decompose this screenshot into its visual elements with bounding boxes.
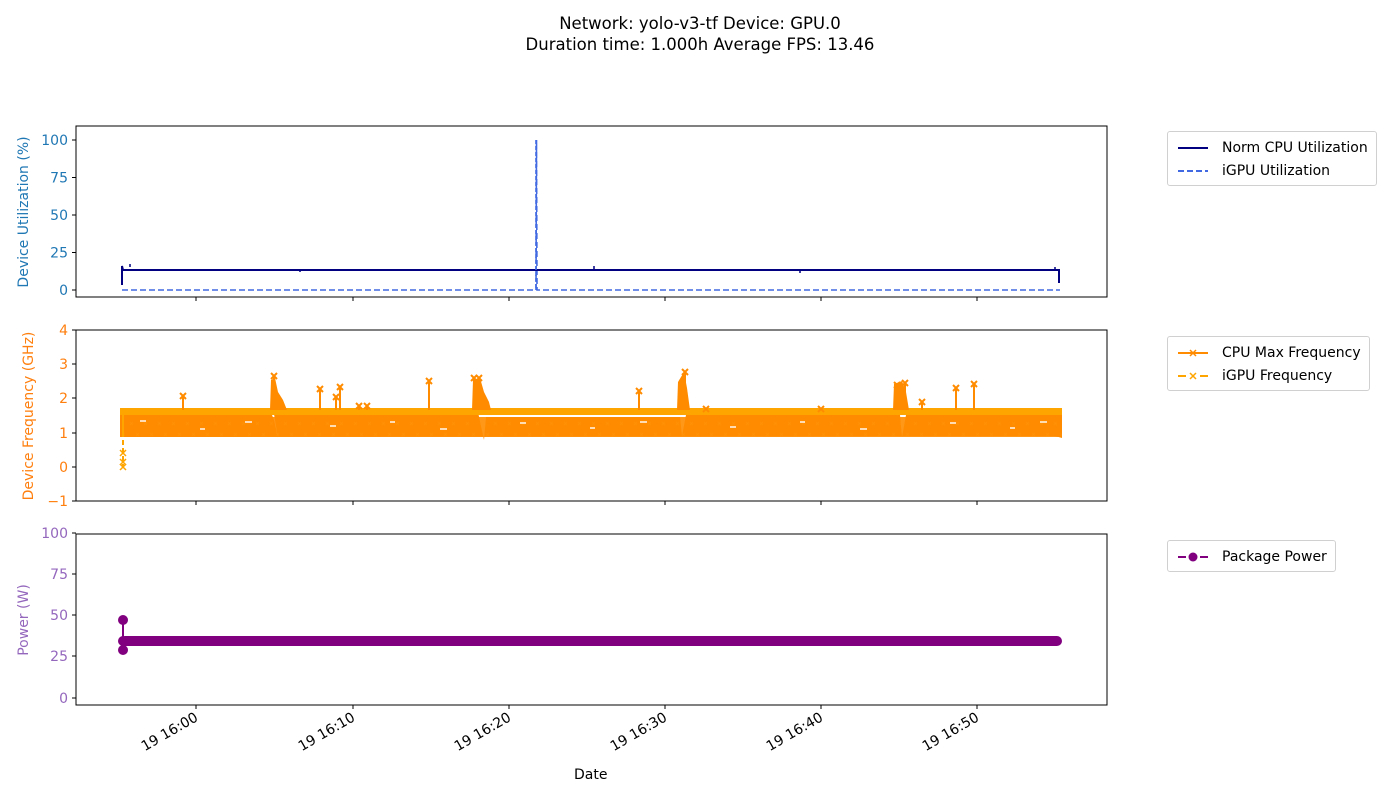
line-x-marker-icon (1178, 348, 1208, 357)
legend-label: Package Power (1222, 548, 1327, 565)
dashed-x-marker-icon (1178, 371, 1208, 380)
legend-power: Package Power (1167, 540, 1336, 572)
legend-label: Norm CPU Utilization (1222, 139, 1368, 156)
solid-line-icon (1178, 146, 1208, 149)
dashed-circle-marker-icon (1178, 552, 1208, 561)
legend-item-cpu-freq: CPU Max Frequency (1176, 341, 1361, 364)
ytick-freq-2: 2 (59, 391, 68, 407)
frequency-axes: −1 0 1 2 3 4 Device Frequency (GHz) (21, 323, 1108, 510)
utilization-axes: 0 25 50 75 100 Device Utilization (%) (16, 125, 1108, 301)
freq-ylabel: Device Frequency (GHz) (21, 332, 37, 501)
ytick-freq--1: −1 (47, 494, 68, 510)
legend-item-gpu-freq: iGPU Frequency (1176, 364, 1361, 387)
figure-title: Network: yolo-v3-tf Device: GPU.0 Durati… (0, 13, 1400, 55)
xtick-1600: 19 16:00 (139, 710, 201, 755)
ytick-util-25: 25 (50, 246, 68, 262)
legend-item-cpu-util: Norm CPU Utilization (1176, 136, 1368, 159)
ytick-util-75: 75 (50, 171, 68, 187)
ytick-util-100: 100 (41, 133, 68, 149)
igpu-util-line (122, 139, 1060, 291)
ytick-power-50: 50 (50, 608, 68, 624)
legend-item-power: Package Power (1176, 545, 1327, 568)
ytick-power-25: 25 (50, 649, 68, 665)
dashed-line-icon (1178, 169, 1208, 172)
ytick-util-0: 0 (59, 283, 68, 299)
power-axes: 0 25 50 75 100 Power (W) 19 16:00 19 16:… (16, 526, 1108, 755)
legend-frequency: CPU Max Frequency iGPU Frequency (1167, 336, 1370, 391)
xtick-1630: 19 16:30 (608, 710, 670, 755)
xtick-1640: 19 16:40 (764, 710, 826, 755)
ytick-power-100: 100 (41, 526, 68, 542)
xtick-1650: 19 16:50 (920, 710, 982, 755)
ytick-util-50: 50 (50, 208, 68, 224)
x-axis-label: Date (574, 767, 608, 783)
legend-utilization: Norm CPU Utilization iGPU Utilization (1167, 131, 1377, 186)
package-power-line (120, 636, 1062, 646)
legend-item-gpu-util: iGPU Utilization (1176, 159, 1368, 182)
igpu-freq-line (120, 408, 1062, 415)
power-ylabel: Power (W) (16, 584, 32, 656)
legend-label: CPU Max Frequency (1222, 344, 1361, 361)
legend-label: iGPU Utilization (1222, 162, 1331, 179)
xtick-1610: 19 16:10 (296, 710, 358, 755)
ytick-power-75: 75 (50, 567, 68, 583)
xtick-1620: 19 16:20 (452, 710, 514, 755)
util-ylabel: Device Utilization (%) (16, 136, 32, 287)
ytick-freq-1: 1 (59, 426, 68, 442)
cpu-util-line (121, 265, 1060, 285)
ytick-freq-0: 0 (59, 460, 68, 476)
ytick-power-0: 0 (59, 691, 68, 707)
title-line-1: Network: yolo-v3-tf Device: GPU.0 (559, 14, 841, 33)
title-line-2: Duration time: 1.000h Average FPS: 13.46 (525, 35, 875, 54)
legend-label: iGPU Frequency (1222, 367, 1333, 384)
ytick-freq-4: 4 (59, 323, 68, 339)
ytick-freq-3: 3 (59, 357, 68, 373)
